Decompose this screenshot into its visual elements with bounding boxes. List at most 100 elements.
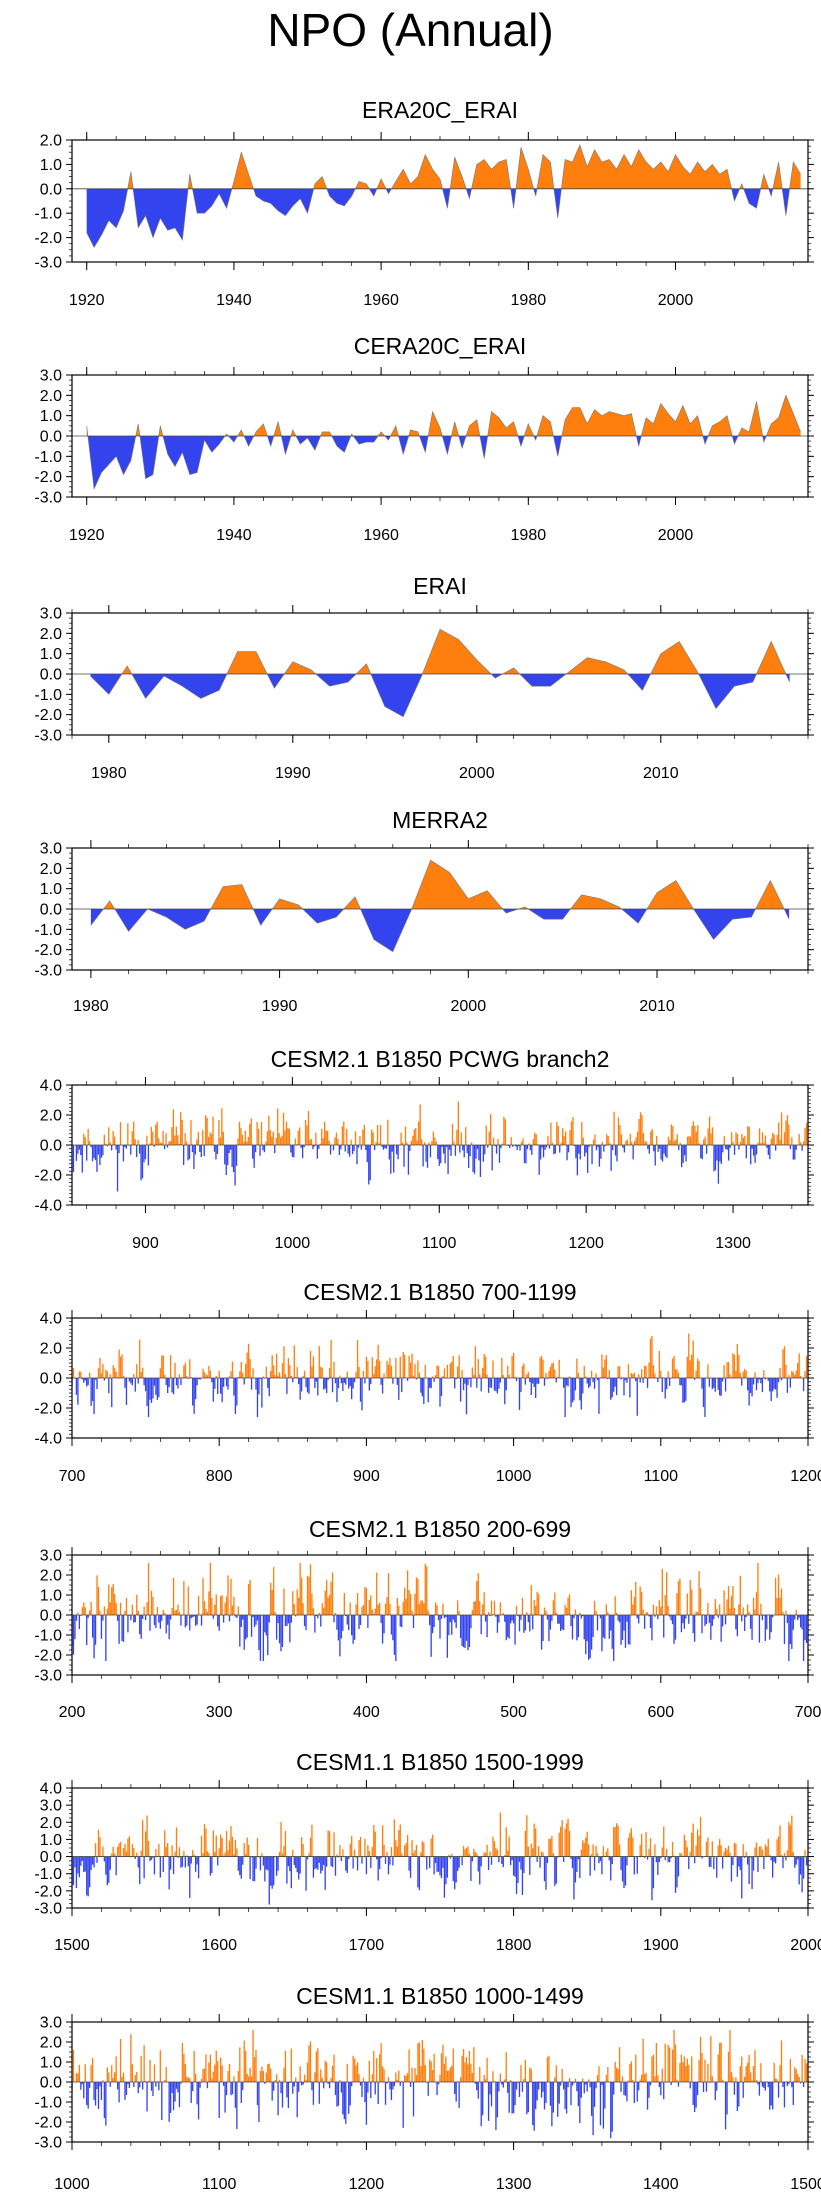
bar [449, 1363, 451, 1378]
x-tick-label: 1000 [54, 2176, 90, 2193]
bar [393, 1615, 396, 1655]
bar [510, 1137, 512, 1145]
bar [648, 1849, 650, 1857]
bar [214, 2064, 216, 2082]
bar [610, 1615, 612, 1631]
bar [240, 2082, 242, 2103]
bar [156, 2081, 159, 2082]
bar [156, 1855, 159, 1857]
bar [259, 1378, 262, 1379]
bar [80, 1145, 82, 1156]
bar [373, 2051, 375, 2082]
bar [315, 1378, 318, 1382]
bar [760, 2063, 762, 2082]
bar [641, 1833, 643, 1857]
bar [190, 1615, 192, 1619]
bar [470, 1378, 472, 1388]
bar [380, 1856, 382, 1859]
bar [592, 1378, 594, 1383]
bar [649, 1615, 652, 1628]
bar [436, 1605, 438, 1615]
bar [368, 2060, 370, 2082]
bar [270, 2068, 272, 2082]
bar [745, 2066, 747, 2082]
bar [386, 1597, 388, 1615]
bar [785, 1610, 787, 1615]
bar [602, 1846, 605, 1857]
bar [607, 1378, 609, 1380]
bar [121, 2077, 123, 2082]
bar [643, 1615, 646, 1629]
bar [467, 1145, 470, 1168]
bar [499, 1812, 502, 1857]
bar [498, 1378, 500, 1389]
bar [738, 1354, 740, 1378]
bar [294, 1138, 296, 1145]
bar [406, 1570, 409, 1615]
bar [682, 1855, 684, 1857]
bar [468, 1853, 471, 1857]
bar [271, 1590, 273, 1615]
bar [209, 1132, 211, 1145]
bar [539, 1856, 541, 1868]
bar [652, 1604, 655, 1615]
bar [240, 1856, 242, 1879]
bar [253, 2057, 256, 2082]
bar [390, 1847, 393, 1857]
bar [246, 1615, 248, 1638]
bar [623, 1378, 625, 1396]
bar [777, 1378, 780, 1383]
bar [794, 1374, 796, 1378]
bar [323, 2082, 325, 2089]
bar [467, 1378, 469, 1386]
bar [378, 1603, 381, 1615]
bar [646, 2082, 649, 2110]
bar [296, 1589, 298, 1615]
bar [735, 1843, 737, 1857]
bar [636, 1856, 638, 1874]
y-tick-label: -3.0 [34, 963, 62, 980]
bar [604, 1855, 606, 1857]
bar [378, 1143, 380, 1145]
bar [334, 2082, 337, 2095]
bar [384, 1145, 386, 1149]
bar [673, 1141, 675, 1145]
bar [78, 1856, 81, 1878]
bar [177, 2082, 179, 2093]
bar [103, 1856, 106, 1862]
bar [230, 1145, 232, 1150]
bar [689, 1852, 691, 1857]
bar [749, 1378, 752, 1393]
bar [567, 1597, 569, 1615]
bar [495, 1378, 497, 1392]
bar [303, 1145, 305, 1148]
bar [617, 1366, 619, 1378]
bar [187, 1586, 189, 1615]
bar [395, 1840, 397, 1857]
bar [81, 1145, 83, 1173]
bar [258, 2082, 260, 2122]
y-tick-label: -1.0 [34, 2095, 62, 2112]
bar [80, 1371, 82, 1378]
bar [130, 1378, 132, 1384]
bar [441, 1145, 443, 1147]
bar [707, 1837, 709, 1857]
bar [402, 2082, 404, 2128]
bar [446, 1615, 449, 1658]
bar [289, 1615, 291, 1643]
bar [682, 2062, 684, 2082]
bar [429, 1145, 432, 1158]
bar [184, 1856, 186, 1868]
bar [234, 1615, 237, 1617]
bar [741, 2056, 743, 2082]
bar [321, 1603, 323, 1615]
bar [548, 2055, 550, 2082]
bar [603, 1145, 605, 1152]
chart-panel: CESM2.1 B1850 PCWG branch24.02.00.0-2.0-… [34, 1046, 814, 1252]
bar [620, 2082, 622, 2092]
bar [511, 1355, 513, 1378]
bar [300, 1578, 303, 1615]
bar [112, 2078, 114, 2082]
bar [648, 2082, 650, 2098]
